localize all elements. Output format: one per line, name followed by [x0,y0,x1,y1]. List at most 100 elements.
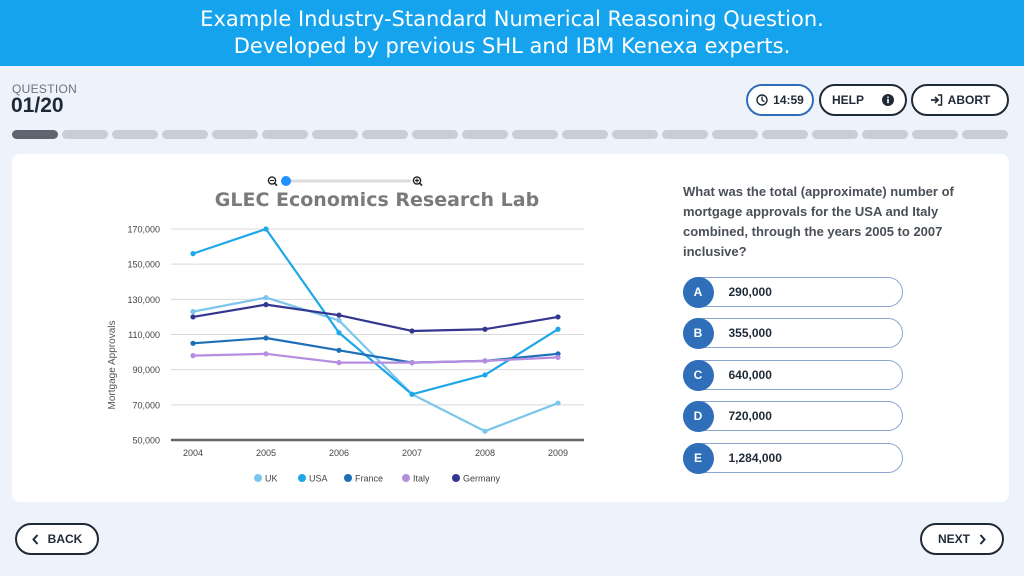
data-point-germany [482,326,488,332]
progress-segment [362,130,408,139]
zoom-out-icon[interactable] [267,176,278,187]
data-point-usa [263,226,269,232]
chevron-right-icon [979,533,986,545]
option-letter: C [682,359,714,391]
y-tick-label: 170,000 [127,225,160,235]
option-value: 720,000 [728,409,772,423]
data-point-france [190,340,196,346]
option-a[interactable]: A 290,000 [682,276,903,308]
chart-title: GLEC Economics Research Lab [215,189,539,211]
x-tick-label: 2005 [256,448,276,458]
x-tick-label: 2008 [475,448,495,458]
question-label: QUESTION [12,82,78,96]
data-point-france [336,347,342,353]
abort-button[interactable]: ABORT [911,84,1009,116]
data-point-italy [555,354,561,360]
legend-marker-france [344,474,352,482]
data-point-uk [190,309,196,315]
option-b[interactable]: B 355,000 [682,317,903,349]
legend-label-italy: Italy [413,474,430,484]
progress-segment [612,130,658,139]
progress-segment [262,130,308,139]
legend-marker-usa [298,474,306,482]
data-point-germany [263,302,269,308]
y-tick-label: 90,000 [132,365,160,375]
data-point-usa [555,326,561,332]
progress-segment [812,130,858,139]
data-point-germany [409,328,415,334]
data-point-uk [482,428,488,434]
data-point-italy [409,360,415,366]
y-axis-label: Mortgage Approvals [107,321,118,410]
progress-segment [62,130,108,139]
x-tick-label: 2009 [548,448,568,458]
next-label: NEXT [937,532,970,546]
line-chart: GLEC Economics Research Lab Mortgage App… [107,176,584,484]
progress-bar [12,130,1008,140]
legend-label-uk: UK [265,474,278,484]
progress-segment [512,130,558,139]
series-line-italy [192,352,559,364]
help-label: HELP [831,93,864,107]
data-point-usa [336,330,342,336]
data-point-usa [482,372,488,378]
legend-label-germany: Germany [463,474,501,484]
help-button[interactable]: HELP [819,84,907,116]
banner-line-2: Developed by previous SHL and IBM Kenexa… [233,34,791,58]
y-tick-label: 150,000 [127,260,160,270]
timer-badge: 14:59 [746,84,814,116]
option-value: 640,000 [728,368,772,382]
clock-icon [756,94,768,106]
zoom-in-icon[interactable] [412,176,423,187]
option-letter: B [682,317,714,349]
zoom-slider-handle[interactable] [281,176,291,186]
progress-segment [412,130,458,139]
data-point-germany [555,314,561,320]
progress-segment [212,130,258,139]
progress-segment [712,130,758,139]
y-tick-label: 130,000 [127,295,160,305]
data-point-usa [190,251,196,257]
data-point-uk [336,317,342,324]
option-value: 355,000 [728,326,772,340]
option-letter: A [682,276,714,308]
data-point-italy [336,360,342,366]
back-button[interactable]: BACK [15,523,99,555]
progress-segment [662,130,708,139]
option-c[interactable]: C 640,000 [682,359,903,391]
data-point-usa [409,391,415,397]
timer-value: 14:59 [773,93,804,107]
data-point-uk [263,294,269,301]
progress-segment [312,130,358,139]
exit-icon [930,94,942,106]
option-d[interactable]: D 720,000 [682,400,903,432]
x-tick-label: 2007 [402,448,422,458]
y-tick-label: 70,000 [132,400,160,410]
next-button[interactable]: NEXT [920,523,1004,555]
legend-marker-italy [402,474,410,482]
zoom-control[interactable] [267,176,423,187]
progress-segment [862,130,908,139]
data-point-italy [263,351,269,357]
progress-segment [562,130,608,139]
progress-segment [162,130,208,139]
option-letter: D [682,400,714,432]
legend-marker-germany [452,474,460,482]
abort-label: ABORT [947,93,991,107]
progress-segment [12,130,58,139]
option-e[interactable]: E 1,284,000 [682,442,903,474]
progress-segment [912,130,958,139]
data-point-germany [190,314,196,320]
option-value: 1,284,000 [728,451,782,465]
progress-segment [112,130,158,139]
legend-label-france: France [355,474,383,484]
option-value: 290,000 [728,285,772,299]
x-tick-label: 2006 [329,448,349,458]
data-point-germany [336,312,342,318]
data-point-france [263,335,269,341]
chevron-left-icon [31,533,38,545]
data-point-italy [190,353,196,359]
progress-segment [762,130,808,139]
option-letter: E [682,442,714,474]
info-icon [882,94,894,106]
